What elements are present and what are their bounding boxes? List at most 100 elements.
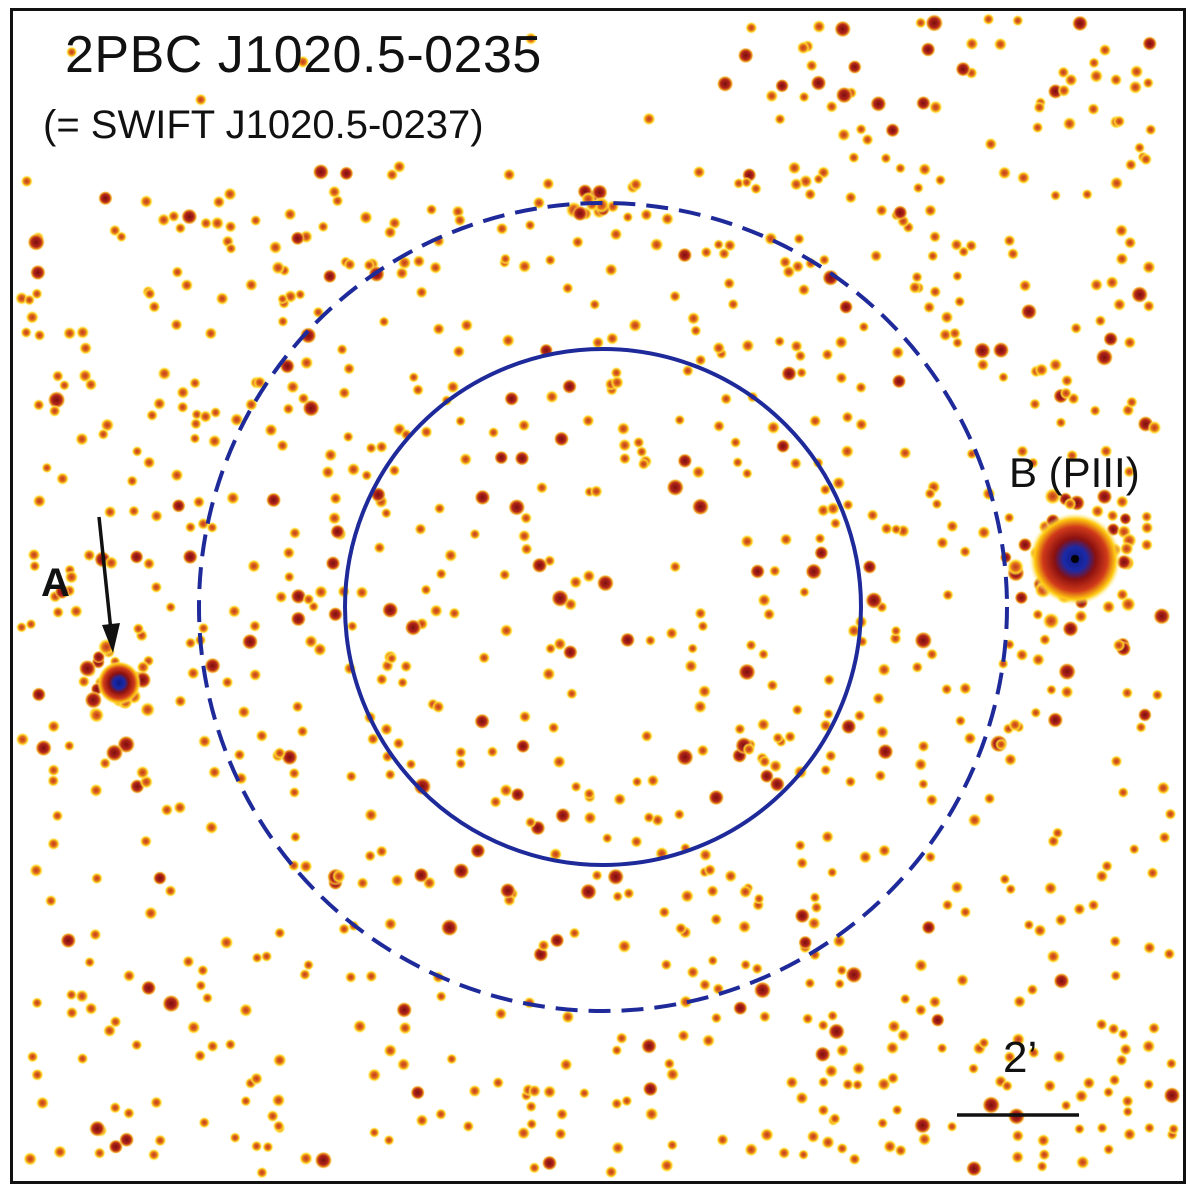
photon-event [716,1133,729,1147]
photon-event [781,365,797,382]
photon-event [810,901,823,914]
photon-event [762,608,776,621]
photon-event [875,725,890,739]
photon-event [443,548,458,563]
photon-event [157,213,171,227]
photon-event [182,955,195,968]
photon-event [1047,712,1064,728]
photon-event [271,260,286,275]
photon-event [494,450,509,465]
photon-event [758,1010,771,1023]
photon-event [734,723,746,735]
photon-event [631,776,643,788]
photon-event [413,867,430,883]
photon-event [52,606,65,619]
photon-event [225,242,237,255]
photon-event [327,606,343,622]
photon-event [508,498,526,516]
photon-event [31,687,47,702]
photon-event [373,541,386,554]
photon-event [982,1096,1001,1114]
photon-event [720,392,733,405]
photon-event [940,310,954,324]
photon-event [622,211,634,223]
photon-event [814,532,826,545]
photon-event [499,623,514,638]
photon-event [237,705,251,719]
photon-event [822,708,835,720]
photon-event [195,979,207,992]
photon-event [1112,638,1126,652]
photon-event [698,848,713,862]
photon-event [378,316,390,328]
photon-event [1164,808,1177,821]
photon-event [544,254,557,266]
photon-event [221,676,234,689]
scale-bar-label: 2’ [1003,1033,1038,1082]
photon-event [930,1013,945,1028]
photon-event [809,891,821,904]
photon-event [813,173,825,185]
photon-event [840,444,855,459]
photon-event [1113,115,1126,128]
photon-event [1098,43,1112,57]
photon-event [605,332,619,345]
photon-event [531,557,548,574]
photon-event [210,216,225,231]
photon-event [224,1038,237,1051]
photon-event [1089,69,1104,84]
photon-event [642,1081,659,1097]
photon-event [978,1037,990,1049]
photon-event [390,873,404,888]
photon-event [364,808,378,822]
photon-event [779,533,793,546]
photon-event [828,1023,845,1040]
photon-event [1003,1050,1016,1064]
photon-event [397,677,409,689]
photon-event [1122,1106,1134,1118]
photon-event [115,231,127,243]
photon-event [515,739,531,754]
photon-event [551,589,569,608]
photon-event [31,997,43,1009]
photon-event [528,1161,541,1174]
photon-event [959,545,972,558]
photon-event [951,337,964,349]
photon-event [518,710,532,723]
photon-event [1123,465,1136,478]
photon-event [562,379,577,394]
photon-event [53,1145,67,1159]
photon-event [561,282,574,295]
photon-event [768,565,781,577]
photon-event [142,456,156,469]
photon-event [1018,279,1032,293]
photon-event [842,499,854,511]
photon-event [789,457,802,470]
photon-event [199,217,213,230]
photon-event [928,230,942,243]
photon-event [176,401,189,414]
photon-event [25,310,39,324]
photon-event [768,759,783,773]
photon-event [572,205,588,222]
photon-event [547,721,560,734]
photon-event [1044,487,1062,505]
photon-event [1027,457,1039,469]
photon-event [1088,57,1100,69]
photon-event [1128,80,1143,95]
photon-event [847,623,861,638]
photon-event [492,1076,505,1089]
photon-event [77,675,91,688]
photon-event [32,494,47,508]
photon-event [15,732,30,747]
photon-event [51,370,64,383]
photon-event [1011,1032,1026,1047]
photon-event [266,1109,279,1123]
photon-event [474,489,491,506]
photon-event [255,729,269,743]
photon-event [65,989,78,1001]
photon-event [302,959,315,971]
photon-event [681,364,694,377]
photon-event [20,175,33,188]
photon-event [1005,883,1017,895]
